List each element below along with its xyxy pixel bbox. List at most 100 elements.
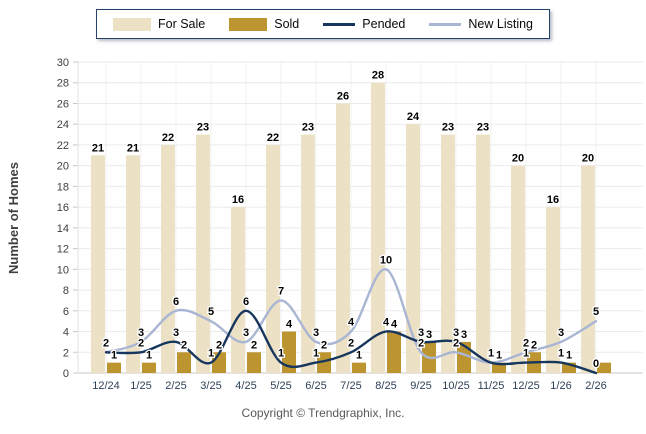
line-label-pended: 6	[243, 296, 249, 308]
bar-label-for-sale: 28	[372, 70, 384, 82]
bar-for-sale	[441, 134, 455, 373]
legend-item-pended: Pended	[323, 17, 405, 31]
bar-label-for-sale: 16	[232, 194, 244, 206]
bar-for-sale	[126, 155, 140, 373]
bar-label-sold: 2	[181, 339, 187, 351]
y-tick-label: 4	[63, 327, 69, 339]
bar-label-sold: 2	[321, 339, 327, 351]
bar-label-sold: 1	[566, 350, 572, 362]
y-tick-label: 18	[57, 181, 69, 193]
line-label-new-listing: 6	[173, 296, 179, 308]
bar-label-sold: 2	[251, 339, 257, 351]
line-label-new-listing: 7	[278, 285, 284, 297]
line-label-new-listing: 3	[243, 327, 249, 339]
y-axis-title: Number of Homes	[6, 162, 21, 274]
line-label-pended: 0	[593, 358, 599, 370]
bar-for-sale	[371, 82, 385, 373]
legend-item-new-listing: New Listing	[429, 17, 533, 31]
bar-label-sold: 3	[461, 329, 467, 341]
y-tick-label: 6	[63, 306, 69, 318]
copyright-text: Copyright © Trendgraphix, Inc.	[241, 406, 405, 420]
bar-label-for-sale: 20	[512, 153, 524, 165]
legend-label: For Sale	[157, 17, 206, 31]
bar-sold	[282, 331, 296, 373]
bar-sold	[247, 352, 261, 373]
line-label-pended: 2	[348, 337, 354, 349]
y-tick-label: 22	[57, 140, 69, 152]
line-label-pended: 3	[418, 327, 424, 339]
line-label-pended: 1	[278, 348, 284, 360]
y-tick-label: 26	[57, 98, 69, 110]
y-tick-label: 12	[57, 244, 69, 256]
x-category-label: 9/25	[410, 380, 431, 392]
x-category-label: 12/24	[92, 380, 120, 392]
bar-label-for-sale: 22	[162, 132, 174, 144]
bar-label-for-sale: 16	[547, 194, 559, 206]
legend-line-swatch	[429, 22, 462, 26]
bar-label-sold: 1	[496, 350, 502, 362]
bar-for-sale	[406, 124, 420, 373]
bar-label-for-sale: 20	[582, 153, 594, 165]
line-label-pended: 1	[313, 348, 319, 360]
legend-item-sold: Sold	[229, 17, 299, 31]
x-category-label: 11/25	[478, 380, 505, 392]
bar-sold	[492, 362, 506, 373]
bar-label-for-sale: 24	[407, 111, 420, 123]
bar-label-sold: 4	[286, 319, 293, 331]
bar-sold	[317, 352, 331, 373]
line-label-new-listing: 10	[380, 254, 392, 266]
y-tick-label: 8	[63, 285, 69, 297]
x-category-label: 8/25	[375, 380, 396, 392]
line-label-pended: 4	[383, 317, 390, 329]
line-label-new-listing: 5	[593, 306, 599, 318]
x-category-label: 5/25	[270, 380, 291, 392]
bar-for-sale	[511, 165, 525, 373]
line-label-new-listing: 3	[313, 327, 319, 339]
bar-for-sale	[196, 134, 210, 373]
line-label-pended: 1	[558, 348, 564, 360]
legend-label: New Listing	[468, 17, 534, 31]
line-label-new-listing: 5	[208, 306, 214, 318]
bar-sold	[597, 362, 611, 373]
line-label-new-listing: 2	[103, 337, 109, 349]
bar-for-sale	[301, 134, 315, 373]
y-tick-label: 16	[57, 202, 69, 214]
line-label-new-listing: 4	[348, 317, 355, 329]
legend-item-for-sale: For Sale	[112, 17, 206, 31]
bar-sold	[387, 331, 401, 373]
line-label-pended: 3	[173, 327, 179, 339]
x-category-label: 2/26	[585, 380, 606, 392]
x-category-label: 3/25	[200, 380, 221, 392]
legend-line-swatch	[323, 22, 356, 26]
bar-label-for-sale: 23	[197, 122, 209, 134]
line-new-listing	[104, 268, 598, 364]
x-category-label: 12/25	[512, 380, 540, 392]
bar-sold	[142, 362, 156, 373]
line-label-new-listing: 3	[558, 327, 564, 339]
bar-sold	[177, 352, 191, 373]
bar-for-sale	[581, 165, 595, 373]
line-label-pended: 2	[138, 337, 144, 349]
line-label-new-listing: 3	[138, 327, 144, 339]
bar-label-sold: 1	[146, 350, 152, 362]
bar-label-for-sale: 23	[477, 122, 489, 134]
legend-label: Sold	[274, 17, 300, 31]
y-tick-label: 0	[63, 368, 69, 380]
x-category-label: 10/25	[442, 380, 470, 392]
legend-bar-swatch	[229, 17, 268, 31]
bar-label-for-sale: 26	[337, 90, 349, 102]
bar-for-sale	[266, 144, 280, 373]
bar-for-sale	[91, 155, 105, 373]
y-tick-label: 30	[57, 57, 69, 69]
y-tick-label: 2	[63, 347, 69, 359]
bar-label-for-sale: 23	[302, 122, 314, 134]
line-label-new-listing: 2	[453, 337, 459, 349]
bar-label-sold: 4	[391, 319, 398, 331]
x-category-label: 1/26	[550, 380, 571, 392]
y-tick-label: 24	[57, 119, 69, 131]
x-category-label: 7/25	[340, 380, 361, 392]
bar-label-for-sale: 21	[127, 142, 139, 154]
line-label-pended: 2	[103, 337, 109, 349]
